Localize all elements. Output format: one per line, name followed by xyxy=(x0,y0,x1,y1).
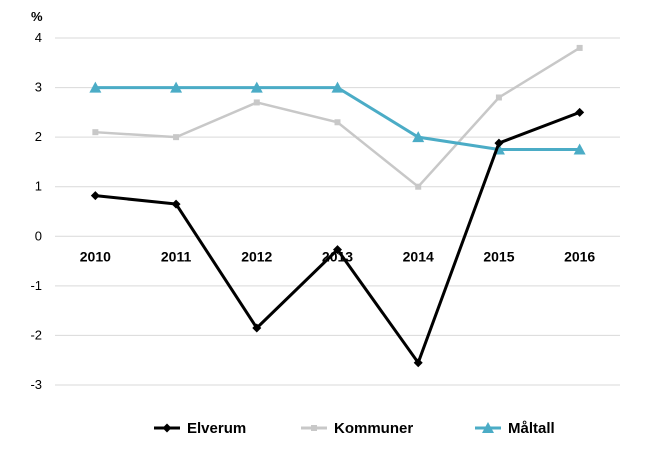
legend-label: Elverum xyxy=(187,420,246,437)
y-tick-label: -1 xyxy=(30,278,42,293)
data-point xyxy=(90,191,100,201)
data-point xyxy=(415,183,422,190)
data-point xyxy=(253,99,260,106)
x-tick-label: 2015 xyxy=(483,248,514,264)
series-måltall xyxy=(89,81,586,155)
legend-item-måltall: Måltall xyxy=(475,420,555,437)
legend-swatch-marker xyxy=(311,425,317,431)
legend-label: Måltall xyxy=(508,420,555,437)
x-tick-label: 2014 xyxy=(403,248,434,264)
y-tick-label: 3 xyxy=(35,80,42,95)
data-point xyxy=(331,81,344,93)
data-point xyxy=(573,143,586,155)
y-tick-label: 0 xyxy=(35,228,42,243)
data-point xyxy=(494,138,504,148)
legend-item-elverum: Elverum xyxy=(154,420,246,437)
y-tick-label: 2 xyxy=(35,129,42,144)
data-point xyxy=(333,245,342,255)
data-point xyxy=(171,199,181,209)
data-point xyxy=(170,81,183,93)
legend-swatch-marker xyxy=(162,423,172,433)
data-point xyxy=(575,107,585,117)
data-point xyxy=(250,81,263,93)
data-point xyxy=(576,44,583,51)
y-tick-label: -2 xyxy=(30,327,42,342)
legend: Elverum Kommuner Måltall xyxy=(154,420,555,437)
x-axis-labels: 2010 2011 2012 2013 2014 2015 2016 xyxy=(80,248,596,264)
data-point xyxy=(173,134,180,141)
x-tick-label: 2010 xyxy=(80,248,111,264)
x-tick-label: 2016 xyxy=(564,248,595,264)
series-line xyxy=(95,46,581,189)
series-kommuner xyxy=(92,44,583,190)
data-point xyxy=(252,323,262,333)
series-lines xyxy=(89,44,586,368)
data-point xyxy=(413,358,423,368)
y-tick-label: 4 xyxy=(35,30,42,45)
legend-swatch-marker xyxy=(482,422,494,433)
y-axis-ticks: 4 3 2 1 0 -1 -2 -3 xyxy=(30,30,42,392)
data-point xyxy=(495,94,502,101)
legend-item-kommuner: Kommuner xyxy=(301,420,413,437)
x-tick-label: 2011 xyxy=(161,248,192,264)
series-elverum xyxy=(90,107,585,368)
y-tick-label: 1 xyxy=(35,179,42,194)
data-point xyxy=(89,81,102,93)
legend-label: Kommuner xyxy=(334,420,413,437)
data-point xyxy=(334,119,341,126)
data-point xyxy=(92,129,99,136)
y-tick-label: -3 xyxy=(30,377,42,392)
y-axis-unit-label: % xyxy=(31,9,43,24)
x-tick-label: 2012 xyxy=(241,248,272,264)
data-point xyxy=(412,131,425,143)
